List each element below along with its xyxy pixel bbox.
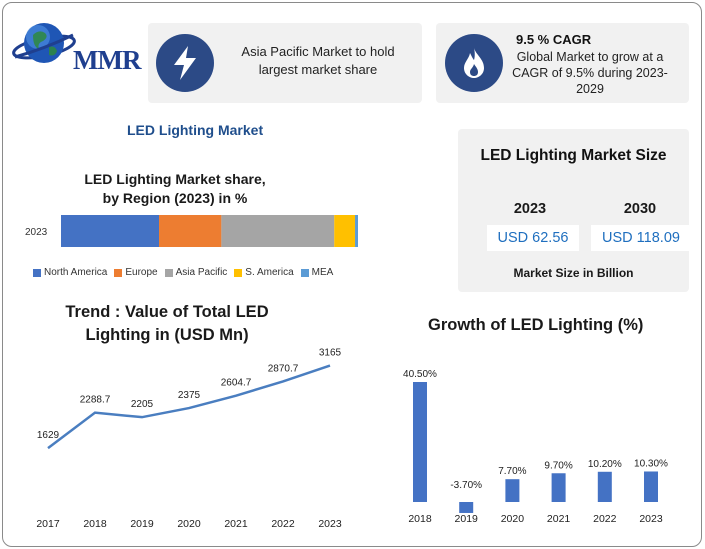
legend-swatch [234, 268, 243, 277]
legend-label: North America [44, 267, 108, 278]
flame-icon [464, 48, 484, 78]
trend-data-label: 3165 [319, 348, 342, 359]
share-segment-asia-pacific [221, 215, 335, 247]
globe-icon [12, 23, 76, 63]
legend-label: MEA [311, 267, 334, 278]
growth-bar [644, 471, 658, 502]
highlight-card-cagr: 9.5 % CAGR Global Market to grow at a CA… [436, 23, 689, 103]
market-size-footer: Market Size in Billion [513, 266, 634, 280]
share-segment-north-america [61, 215, 160, 247]
logo-text: MMR [73, 45, 141, 75]
trend-x-tick-label: 2022 [271, 518, 295, 530]
trend-chart-title: Trend : Value of Total LED Lighting in (… [65, 303, 269, 344]
trend-data-label: 2375 [178, 390, 201, 401]
legend-item: Europe [114, 267, 158, 278]
growth-bar-chart: 40.50% 2018 -3.70% 2019 7.70% 2020 9.70% 2021 10… [403, 369, 668, 525]
legend-swatch [300, 268, 309, 277]
legend-label: Asia Pacific [175, 267, 228, 278]
growth-x-tick-label: 2021 [547, 513, 571, 525]
growth-bar [505, 479, 520, 502]
trend-data-label: 1629 [37, 430, 60, 441]
flame-icon-badge [445, 34, 503, 92]
share-chart-title: LED Lighting Market share, by Region (20… [84, 171, 266, 206]
legend-item: North America [33, 267, 107, 278]
cagr-title: 9.5 % CAGR [516, 32, 592, 47]
growth-data-label: 10.20% [588, 459, 622, 470]
growth-data-label: 40.50% [403, 369, 437, 380]
market-size-year-2023: 2023 [513, 201, 547, 217]
cagr-text: Global Market to grow at a CAGR of 9.5% … [512, 50, 668, 96]
trend-x-tick-label: 2023 [318, 518, 342, 530]
growth-chart-title: Growth of LED Lighting (%) [428, 316, 644, 334]
growth-bar [413, 382, 427, 502]
share-segment-mea [355, 215, 358, 247]
growth-x-tick-label: 2018 [408, 513, 432, 525]
trend-data-label: 2870.7 [268, 363, 299, 374]
legend-swatch [114, 268, 123, 277]
growth-bar [597, 471, 612, 502]
brand-logo: MMR [11, 17, 141, 77]
legend-item: S. America [234, 267, 294, 278]
growth-bar [551, 473, 566, 502]
growth-data-label: 10.30% [634, 458, 668, 469]
report-title: LED Lighting Market [127, 122, 264, 138]
growth-bar [459, 502, 474, 513]
category-label: 2023 [25, 227, 48, 238]
lightning-icon-badge [156, 34, 214, 92]
region-share-chart: 2023 [25, 215, 358, 247]
growth-data-label: -3.70% [450, 480, 482, 491]
asia-highlight-text: Asia Pacific Market to hold largest mark… [241, 44, 395, 77]
legend-label: S. America [245, 267, 294, 278]
trend-x-tick-label: 2021 [224, 518, 248, 530]
market-size-card: LED Lighting Market Size 2023 2030 USD 6… [458, 129, 691, 292]
growth-data-label: 7.70% [498, 466, 526, 477]
trend-series-line [47, 364, 331, 450]
lightning-icon [174, 46, 196, 80]
trend-data-label: 2288.7 [80, 395, 111, 406]
legend-label: Europe [125, 267, 158, 278]
trend-line-chart: 1629 2017 2288.7 2018 2205 2019 2375 2020 2604.7… [36, 348, 342, 530]
highlight-card-asia: Asia Pacific Market to hold largest mark… [148, 23, 422, 103]
share-segment-europe [159, 215, 222, 247]
market-size-value-2023: USD 62.56 [487, 225, 579, 251]
trend-x-tick-label: 2018 [83, 518, 107, 530]
region-share-legend: North America Europe Asia Pacific S. Americ… [33, 267, 340, 278]
growth-x-tick-label: 2019 [455, 513, 479, 525]
trend-x-tick-label: 2019 [130, 518, 154, 530]
trend-x-tick-label: 2017 [36, 518, 60, 530]
growth-x-tick-label: 2022 [593, 513, 617, 525]
market-size-year-2030: 2030 [623, 201, 657, 217]
growth-x-tick-label: 2023 [639, 513, 663, 525]
trend-x-tick-label: 2020 [177, 518, 201, 530]
trend-data-label: 2205 [131, 399, 154, 410]
share-segment-s-america [334, 215, 356, 247]
legend-item: MEA [300, 267, 334, 278]
legend-swatch [164, 268, 173, 277]
trend-data-label: 2604.7 [221, 378, 252, 389]
growth-x-tick-label: 2020 [501, 513, 525, 525]
market-size-value-2030: USD 118.09 [591, 225, 691, 251]
legend-swatch [33, 268, 41, 277]
growth-data-label: 9.70% [544, 460, 572, 471]
legend-item: Asia Pacific [164, 267, 228, 278]
market-size-title: LED Lighting Market Size [480, 147, 667, 164]
